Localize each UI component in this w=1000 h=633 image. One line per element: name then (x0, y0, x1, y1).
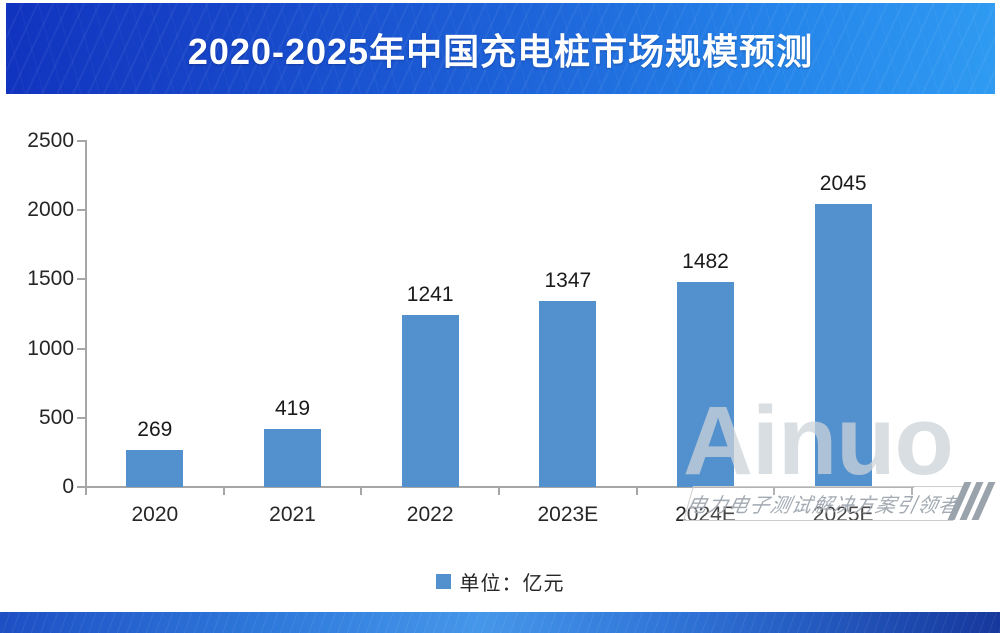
x-tick (773, 487, 776, 495)
x-category-label: 2024E (675, 503, 736, 526)
watermark-tagline-box: 电力电子测试解决方案引领者 (682, 486, 964, 521)
bar-2022 (401, 315, 459, 487)
y-tick-label: 2000 (27, 198, 74, 222)
y-tick-label: 1000 (27, 336, 74, 360)
x-category-label: 2023E (537, 503, 599, 526)
bar-2025E (814, 204, 872, 487)
bar-2020 (126, 450, 184, 487)
y-tick-label: 500 (38, 405, 74, 429)
y-tick (77, 209, 86, 212)
legend: 单位：亿元 (0, 567, 1000, 596)
x-tick (911, 487, 913, 495)
y-axis-line (85, 140, 87, 490)
bar-2023E (539, 301, 597, 487)
y-tick-label: 2500 (27, 129, 74, 152)
bar-value-label: 1482 (682, 250, 729, 273)
bar-value-label: 1347 (544, 269, 592, 292)
bar-value-label: 1241 (406, 283, 454, 306)
bar-2021 (264, 429, 321, 487)
x-category-label: 2022 (406, 503, 454, 526)
legend-label: 单位：亿元 (459, 573, 565, 595)
title-banner: 2020-2025年中国充电桩市场规模预测 (6, 3, 995, 94)
y-tick (77, 486, 86, 488)
watermark-brand: Ainuo (683, 386, 954, 495)
bar-value-label: 419 (274, 397, 311, 420)
x-tick (635, 487, 638, 495)
y-tick-label: 0 (62, 475, 74, 498)
chart-title: 2020-2025年中国充电桩市场规模预测 (187, 30, 814, 72)
y-tick (77, 347, 86, 350)
x-tick (222, 487, 225, 495)
bar-value-label: 269 (137, 418, 173, 441)
y-tick (77, 416, 86, 419)
footer-banner (0, 612, 1000, 633)
x-tick (85, 487, 87, 495)
y-tick (77, 140, 86, 142)
watermark-slashes-icon (947, 482, 996, 520)
y-tick (77, 278, 86, 281)
watermark-tagline: 电力电子测试解决方案引领者 (683, 495, 962, 517)
legend-swatch-icon (435, 574, 451, 589)
x-category-label: 2025E (812, 503, 874, 526)
bar-value-label: 2045 (819, 172, 867, 195)
plot-area: 269 419 1241 1347 1482 2045 (86, 141, 912, 487)
x-tick (498, 487, 500, 495)
y-tick-label: 1500 (27, 267, 74, 291)
x-category-label: 2021 (269, 503, 316, 526)
x-tick (360, 487, 363, 495)
bar-2024E (677, 282, 734, 487)
x-category-label: 2020 (131, 503, 179, 526)
